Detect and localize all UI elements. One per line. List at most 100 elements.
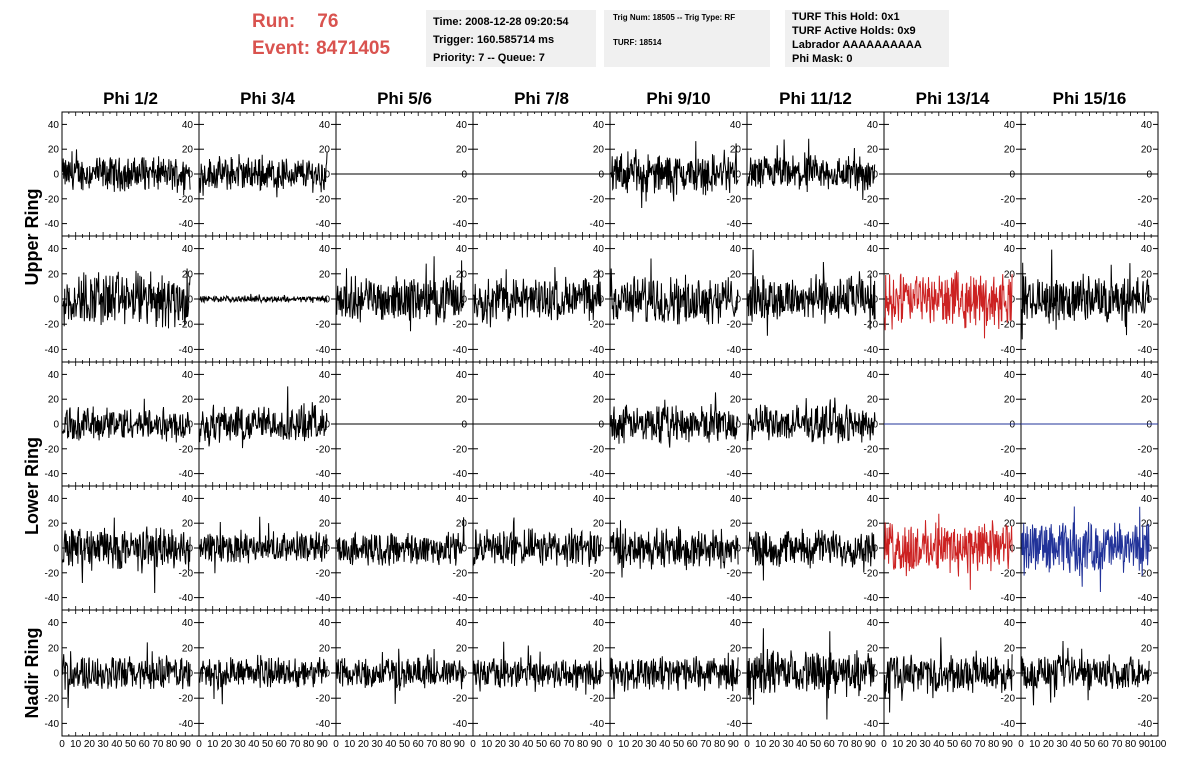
y-tick-label: 0 (187, 544, 193, 555)
y-tick-label: 40 (593, 618, 605, 629)
y-tick-label: -20 (179, 194, 194, 205)
y-tick-label: 40 (1004, 120, 1016, 131)
y-tick-label: 0 (1146, 669, 1152, 680)
y-tick-label: 0 (598, 420, 604, 431)
y-tick-label: 0 (324, 669, 330, 680)
x-tick-label: 40 (796, 739, 808, 750)
y-tick-label: -40 (727, 719, 742, 730)
x-tick-label: 50 (536, 739, 548, 750)
y-tick-label: -20 (727, 194, 742, 205)
y-tick-label: 20 (730, 643, 742, 654)
y-tick-label: 20 (319, 145, 331, 156)
labrador-line: Labrador AAAAAAAAAA (792, 39, 922, 51)
y-tick-label: -40 (1138, 219, 1153, 230)
y-tick-label: 0 (735, 669, 741, 680)
x-tick-label: 90 (728, 739, 740, 750)
x-tick-label: 10 (1029, 739, 1041, 750)
y-tick-label: 40 (1141, 244, 1153, 255)
x-tick-label: 60 (687, 739, 699, 750)
waveform-line (62, 149, 191, 196)
y-tick-label: -40 (45, 219, 60, 230)
column-title: Phi 3/4 (240, 89, 295, 108)
y-tick-label: -40 (453, 469, 468, 480)
run-event-box: Run: 76 Event: 8471405 (252, 8, 390, 62)
y-tick-label: 0 (187, 669, 193, 680)
y-tick-label: 0 (872, 669, 878, 680)
y-tick-label: -20 (316, 194, 331, 205)
x-tick-label: 20 (1043, 739, 1055, 750)
y-tick-label: 0 (1009, 669, 1015, 680)
y-tick-label: -20 (179, 694, 194, 705)
row-group-label: Lower Ring (22, 437, 42, 535)
y-tick-label: -40 (727, 219, 742, 230)
y-tick-label: 0 (872, 170, 878, 181)
x-tick-label: 80 (303, 739, 315, 750)
column-title: Phi 1/2 (103, 89, 158, 108)
x-tick-label: 30 (783, 739, 795, 750)
x-tick-label: 0 (333, 739, 339, 750)
x-tick-label: 20 (84, 739, 96, 750)
x-tick-label: 70 (837, 739, 849, 750)
y-tick-label: -40 (453, 219, 468, 230)
x-tick-label: 20 (632, 739, 644, 750)
waveform-line (62, 268, 191, 329)
y-tick-label: -20 (1138, 444, 1153, 455)
y-tick-label: -40 (179, 469, 194, 480)
y-tick-label: -20 (179, 568, 194, 579)
waveform-line (610, 520, 739, 578)
x-tick-label: 70 (1111, 739, 1123, 750)
waveform-line (610, 141, 739, 209)
y-tick-label: 20 (48, 519, 60, 530)
y-tick-label: 40 (730, 618, 742, 629)
row-group-label: Nadir Ring (22, 627, 42, 718)
y-tick-label: 20 (48, 145, 60, 156)
y-tick-label: 40 (730, 120, 742, 131)
y-tick-label: -40 (590, 593, 605, 604)
y-tick-label: -20 (453, 568, 468, 579)
y-tick-label: -20 (45, 568, 60, 579)
y-tick-label: 40 (1141, 618, 1153, 629)
y-tick-label: 0 (1009, 170, 1015, 181)
x-tick-label: 90 (591, 739, 603, 750)
time-info-panel: Time: 2008-12-28 09:20:54 Trigger: 160.5… (426, 10, 596, 67)
y-tick-label: -20 (590, 194, 605, 205)
x-tick-label: 80 (714, 739, 726, 750)
x-tick-label: 50 (262, 739, 274, 750)
y-tick-label: 40 (48, 244, 60, 255)
y-tick-label: -40 (1001, 345, 1016, 356)
y-tick-label: 0 (187, 420, 193, 431)
y-tick-label: 20 (730, 519, 742, 530)
y-tick-label: -20 (1001, 444, 1016, 455)
waveform-line (62, 398, 191, 443)
y-tick-label: 20 (48, 643, 60, 654)
y-tick-label: -20 (453, 694, 468, 705)
x-tick-label: 20 (769, 739, 781, 750)
y-tick-label: 0 (53, 170, 59, 181)
x-tick-label: 50 (947, 739, 959, 750)
y-tick-label: 0 (53, 420, 59, 431)
y-tick-label: 40 (182, 120, 194, 131)
x-tick-label: 10 (892, 739, 904, 750)
y-tick-label: -20 (1001, 694, 1016, 705)
y-tick-label: -40 (727, 345, 742, 356)
x-tick-label: 60 (276, 739, 288, 750)
x-tick-label: 60 (824, 739, 836, 750)
y-tick-label: 0 (735, 544, 741, 555)
x-tick-label: 80 (577, 739, 589, 750)
y-tick-label: 0 (1146, 170, 1152, 181)
waveform-line (884, 637, 1013, 713)
x-tick-label: 10 (481, 739, 493, 750)
x-tick-label: 10 (618, 739, 630, 750)
y-tick-label: -20 (1138, 568, 1153, 579)
y-tick-label: -40 (316, 345, 331, 356)
y-tick-label: -20 (1138, 694, 1153, 705)
y-tick-label: -40 (316, 719, 331, 730)
y-tick-label: 40 (456, 370, 468, 381)
y-tick-label: -40 (453, 593, 468, 604)
row-group-label: Upper Ring (22, 189, 42, 286)
waveform-line (199, 654, 328, 705)
x-tick-label: 60 (413, 739, 425, 750)
y-tick-label: -40 (45, 345, 60, 356)
waveform-line (884, 513, 1013, 590)
y-tick-label: -20 (727, 694, 742, 705)
